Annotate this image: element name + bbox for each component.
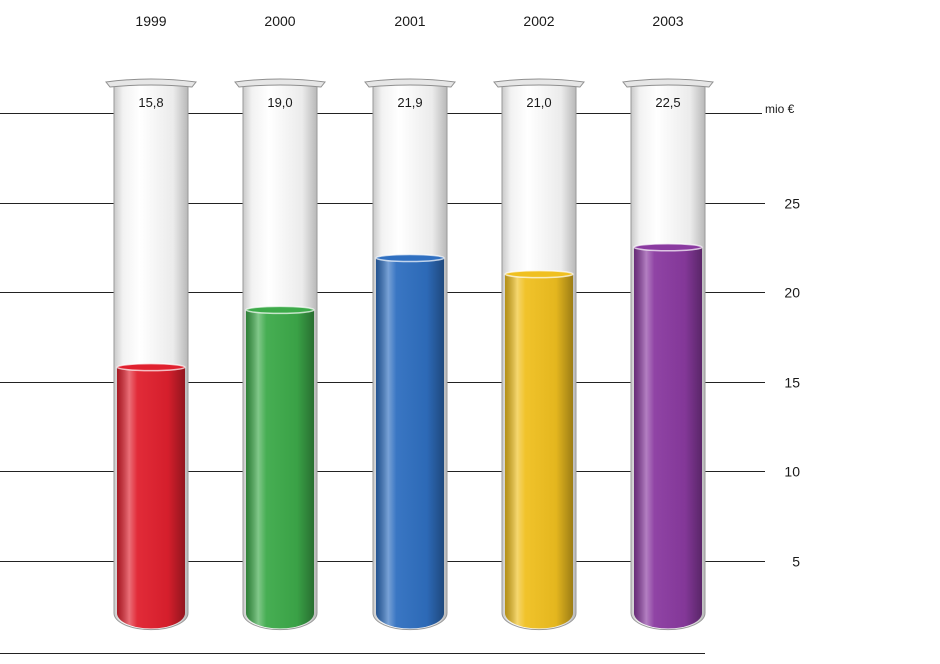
liquid-shine-2003 [634,247,702,629]
y-tick-label-25: 25 [784,196,800,212]
y-tick-label-5: 5 [792,554,800,570]
category-label-2002: 2002 [523,13,554,29]
tube-rim-2001 [364,78,456,88]
tube-rim-2003 [622,78,714,88]
value-label-2001: 21,9 [397,95,422,110]
category-label-1999: 1999 [135,13,166,29]
test-tube-2000 [234,78,326,631]
category-label-2003: 2003 [652,13,683,29]
category-label-2001: 2001 [394,13,425,29]
y-tick-label-10: 10 [784,464,800,480]
liquid-shine-1999 [117,367,185,629]
test-tube-2001 [364,78,456,631]
y-axis-unit-label: mio € [765,102,795,116]
liquid-surface-1999 [116,362,186,372]
test-tube-1999 [105,78,197,631]
value-label-1999: 15,8 [138,95,163,110]
liquid-surface-2000 [245,305,315,315]
test-tube-2002 [493,78,585,631]
value-label-2003: 22,5 [655,95,680,110]
tube-rim-2000 [234,78,326,88]
liquid-shine-2000 [246,309,314,629]
y-tick-label-20: 20 [784,285,800,301]
tube-rim-2002 [493,78,585,88]
liquid-shine-2001 [376,257,444,629]
liquid-surface-2003 [633,243,703,252]
liquid-surface-2002 [504,269,574,279]
y-tick-label-15: 15 [784,375,800,391]
category-label-2000: 2000 [264,13,295,29]
liquid-surface-2001 [375,253,445,263]
test-tube-2003 [622,78,714,631]
tube-rim-1999 [105,78,197,88]
liquid-shine-2002 [505,274,573,629]
value-label-2000: 19,0 [267,95,292,110]
value-label-2002: 21,0 [526,95,551,110]
